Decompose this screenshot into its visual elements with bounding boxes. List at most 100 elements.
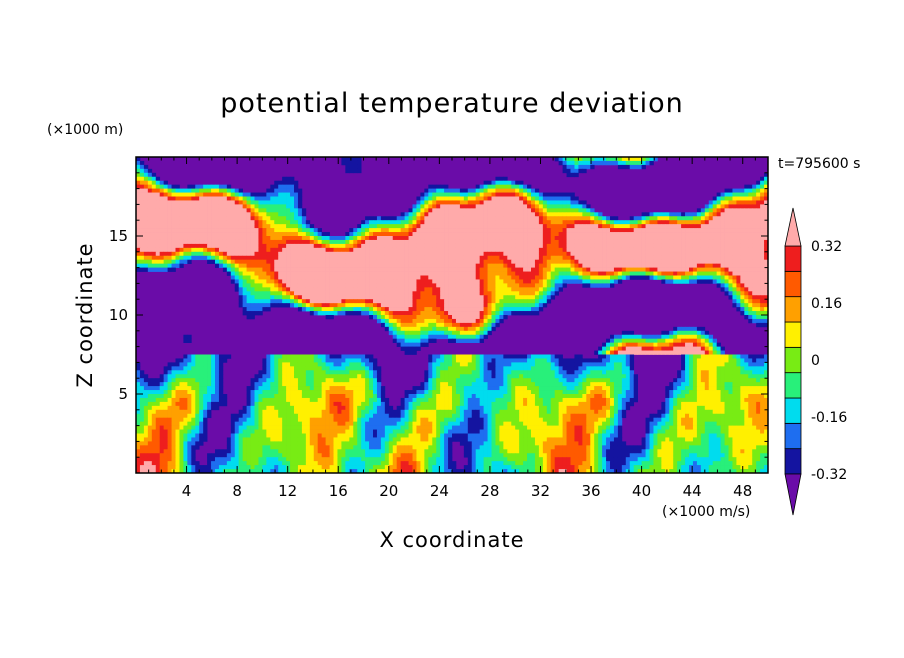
field-cell bbox=[692, 236, 698, 241]
field-cell bbox=[578, 157, 583, 162]
field-cell bbox=[163, 188, 168, 193]
field-cell bbox=[448, 255, 453, 261]
field-cell bbox=[538, 259, 544, 264]
field-cell bbox=[534, 303, 540, 308]
field-cell bbox=[361, 366, 366, 371]
field-cell bbox=[610, 263, 615, 268]
field-cell bbox=[582, 239, 587, 245]
field-cell bbox=[396, 318, 401, 324]
field-cell bbox=[487, 220, 492, 225]
field-cell bbox=[380, 287, 386, 292]
field-cell bbox=[566, 164, 571, 170]
field-cell bbox=[578, 168, 583, 174]
field-cell bbox=[361, 243, 366, 249]
field-cell bbox=[570, 157, 575, 162]
field-cell bbox=[538, 239, 544, 245]
field-cell bbox=[444, 334, 449, 340]
field-cell bbox=[416, 322, 421, 328]
field-cell bbox=[317, 279, 322, 284]
field-cell bbox=[136, 251, 141, 257]
field-cell bbox=[467, 291, 473, 296]
field-cell bbox=[712, 224, 717, 229]
field-cell bbox=[258, 251, 263, 257]
field-cell bbox=[258, 212, 263, 217]
field-cell bbox=[495, 283, 500, 288]
field-cell bbox=[744, 204, 749, 209]
field-cell bbox=[744, 283, 749, 288]
field-cell bbox=[432, 275, 437, 280]
field-cell bbox=[373, 315, 378, 320]
field-cell bbox=[712, 236, 717, 241]
field-cell bbox=[282, 216, 287, 221]
field-cell bbox=[309, 243, 315, 249]
field-cell bbox=[696, 220, 702, 225]
field-cell bbox=[416, 275, 421, 280]
field-cell bbox=[534, 251, 540, 257]
field-cell bbox=[412, 315, 417, 320]
field-cell bbox=[400, 271, 405, 276]
field-cell bbox=[586, 271, 591, 276]
field-cell bbox=[155, 255, 161, 261]
field-cell bbox=[685, 271, 690, 276]
field-cell bbox=[254, 239, 259, 245]
field-cell bbox=[428, 271, 433, 276]
field-cell bbox=[740, 358, 745, 363]
field-cell bbox=[602, 346, 607, 351]
field-cell bbox=[483, 220, 488, 225]
field-cell bbox=[704, 358, 710, 363]
field-cell bbox=[376, 315, 382, 320]
field-cell bbox=[297, 188, 303, 193]
field-cell bbox=[610, 346, 615, 351]
field-cell bbox=[175, 192, 180, 197]
field-cell bbox=[436, 239, 441, 245]
field-cell bbox=[222, 228, 228, 233]
field-cell bbox=[329, 267, 334, 272]
field-cell bbox=[740, 263, 745, 268]
field-cell bbox=[175, 228, 180, 233]
field-cell bbox=[250, 251, 255, 257]
field-cell bbox=[428, 326, 433, 332]
field-cell bbox=[534, 192, 540, 197]
field-cell bbox=[637, 350, 642, 355]
field-cell bbox=[392, 334, 398, 340]
field-cell bbox=[143, 236, 149, 241]
field-cell bbox=[199, 366, 204, 371]
field-cell bbox=[752, 208, 757, 213]
field-cell bbox=[503, 180, 508, 185]
field-cell bbox=[167, 247, 172, 253]
field-cell bbox=[459, 220, 465, 225]
field-cell bbox=[538, 354, 544, 359]
field-cell bbox=[195, 192, 200, 197]
field-cell bbox=[250, 299, 255, 304]
field-cell bbox=[760, 251, 765, 257]
field-cell bbox=[258, 204, 263, 209]
field-cell bbox=[187, 334, 192, 340]
field-cell bbox=[270, 200, 275, 205]
field-cell bbox=[570, 362, 575, 367]
field-cell bbox=[455, 362, 461, 367]
field-cell bbox=[195, 362, 200, 367]
field-cell bbox=[732, 196, 737, 201]
field-cell bbox=[491, 212, 496, 217]
field-cell bbox=[566, 279, 571, 284]
field-cell bbox=[527, 196, 532, 201]
field-cell bbox=[617, 362, 623, 367]
field-cell bbox=[491, 279, 496, 284]
field-cell bbox=[621, 338, 627, 343]
field-cell bbox=[337, 271, 342, 276]
field-cell bbox=[242, 208, 247, 213]
field-cell bbox=[499, 176, 504, 182]
field-cell bbox=[534, 200, 540, 205]
field-cell bbox=[613, 243, 619, 249]
field-cell bbox=[511, 255, 516, 261]
field-cell bbox=[752, 315, 757, 320]
field-cell bbox=[515, 358, 520, 363]
field-cell bbox=[574, 160, 579, 166]
field-cell bbox=[440, 366, 445, 371]
field-cell bbox=[258, 291, 263, 296]
field-cell bbox=[274, 255, 279, 261]
field-cell bbox=[333, 287, 338, 292]
field-cell bbox=[566, 275, 571, 280]
field-cell bbox=[487, 287, 492, 292]
field-cell bbox=[669, 279, 674, 284]
